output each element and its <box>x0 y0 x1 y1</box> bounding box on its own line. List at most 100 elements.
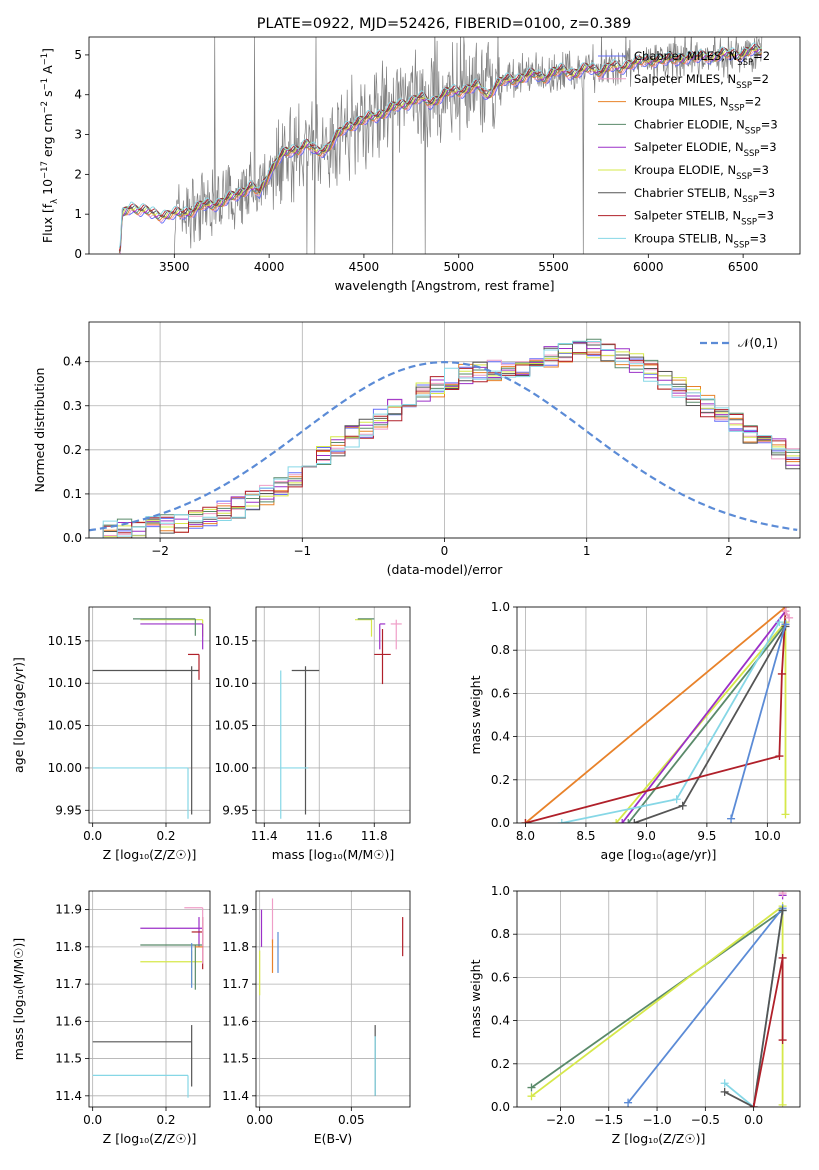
model-spectrum-2 <box>118 48 763 254</box>
y-tick-label: 11.8 <box>222 940 249 954</box>
weight-marker-7-0 <box>778 891 787 898</box>
x-tick-label: 11.6 <box>306 829 333 843</box>
label-part: Salpeter ELODIE, N <box>634 140 744 154</box>
plot-area <box>118 37 763 254</box>
x-tick-label: 6500 <box>728 260 759 274</box>
label-part: SSP <box>744 149 760 159</box>
x-tick-label: −1.5 <box>594 1113 623 1127</box>
y-tick-label: 5 <box>74 48 82 62</box>
y-tick-label: 11.7 <box>222 977 249 991</box>
label-part: erg cm <box>40 113 55 161</box>
x-axis-label: wavelength [Angstrom, rest frame] <box>334 278 554 293</box>
label-part: −1 <box>40 53 50 66</box>
label-part: mass weight <box>468 675 483 754</box>
label-part: Kroupa STELIB, N <box>634 231 734 245</box>
x-tick-label: −2 <box>151 544 169 558</box>
label-part: A <box>40 65 55 78</box>
weight-marker-8-1 <box>785 613 794 622</box>
weight-marker-5-2 <box>775 618 784 627</box>
y-tick-label: 11.7 <box>55 977 82 991</box>
y-tick-label: 0.8 <box>491 643 510 657</box>
label-part: Z [log₁₀(Z/Z☉)] <box>103 1131 197 1146</box>
label-part: age [log₁₀(age/yr)] <box>601 847 717 862</box>
y-tick-label: 9.95 <box>222 803 249 817</box>
weight-line-4 <box>633 625 787 823</box>
y-axis-label: Flux [fλ 10−17 erg cm−2 s−1 A−1] <box>40 48 60 243</box>
weight-marker-1-2 <box>778 1100 787 1107</box>
weight-marker-3-0 <box>720 1079 729 1088</box>
y-tick-label: 0 <box>74 247 82 261</box>
x-tick-label: 0.0 <box>744 1113 763 1127</box>
y-tick-label: 11.6 <box>222 1014 249 1028</box>
label-part: =2 <box>753 49 770 63</box>
y-axis-label: Normed distribution <box>32 368 47 493</box>
weight-marker-6-2 <box>777 669 786 678</box>
x-axis-label: age [log₁₀(age/yr)] <box>601 847 717 862</box>
label-part: s <box>40 90 55 101</box>
x-tick-label: 3500 <box>159 260 190 274</box>
label-part: λ <box>50 199 60 204</box>
panel-spectrum: 3500 4000 4500 5000 5500 6000 6500 0 1 2 3 4 5 wavele… <box>40 36 801 293</box>
weight-marker-5-0 <box>778 1036 787 1045</box>
y-tick-label: 11.4 <box>55 1089 82 1103</box>
y-tick-label: 3 <box>74 128 82 142</box>
y-tick-label: 0.0 <box>491 1100 510 1114</box>
plot-area <box>521 607 794 823</box>
x-tick-label: −2.0 <box>546 1113 575 1127</box>
x-tick-label: 0.05 <box>338 1113 365 1127</box>
y-tick-label: 10.15 <box>215 634 249 648</box>
label-part: 10 <box>40 179 55 199</box>
x-tick-label: 0.2 <box>156 1113 175 1127</box>
x-tick-label: 8.5 <box>576 829 595 843</box>
x-tick-label: 5000 <box>443 260 474 274</box>
label-part: =3 <box>760 140 777 154</box>
weight-marker-5-0 <box>557 819 566 823</box>
model-spectrum-1 <box>119 49 762 254</box>
x-tick-label: −0.5 <box>691 1113 720 1127</box>
label-part: =3 <box>761 117 778 131</box>
plot-area <box>280 618 402 819</box>
x-tick-label: 0.00 <box>246 1113 273 1127</box>
label-part: Kroupa MILES, N <box>634 95 729 109</box>
x-tick-label: 10.0 <box>754 829 781 843</box>
weight-marker-7-0 <box>727 814 736 823</box>
legend-entry: Chabrier STELIB, NSSP=3 <box>634 186 775 205</box>
y-tick-label: 0.2 <box>63 443 82 457</box>
label-part: SSP <box>745 126 761 136</box>
y-tick-label: 1.0 <box>491 600 510 614</box>
x-tick-label: 0 <box>441 544 449 558</box>
weight-line-5 <box>561 621 781 823</box>
label-part: SSP <box>742 195 758 205</box>
y-tick-label: 10.00 <box>215 761 249 775</box>
label-part: age [log₁₀(age/yr)] <box>11 657 26 773</box>
axes-frame <box>255 606 411 824</box>
label-part: wavelength [Angstrom, rest frame] <box>334 278 554 293</box>
y-tick-label: 11.9 <box>55 903 82 917</box>
y-axis-label: mass [log₁₀(M/M☉)] <box>11 938 26 1060</box>
chart-title: PLATE=0922, MJD=52426, FIBERID=0100, z=0… <box>257 16 631 32</box>
label-part: Normed distribution <box>32 368 47 493</box>
panel-age-vs-mass: 11.4 11.6 11.8 9.95 10.00 10.05 10.10 10.15 mass… <box>215 606 411 862</box>
label-part: SSP <box>729 104 745 114</box>
y-tick-label: 0.4 <box>63 355 82 369</box>
x-tick-label: −1 <box>293 544 311 558</box>
weight-marker-4-0 <box>630 819 639 823</box>
weight-marker-0-0 <box>527 1083 536 1092</box>
x-axis-label: Z [log₁₀(Z/Z☉)] <box>103 847 197 862</box>
legend-entry: Kroupa MILES, NSSP=2 <box>634 95 761 114</box>
weight-line-2 <box>627 907 784 1104</box>
weight-marker-1-0 <box>612 819 621 823</box>
label-part: mass [log₁₀(M/M☉)] <box>272 847 394 862</box>
y-tick-label: 10.05 <box>215 719 249 733</box>
legend-entry: Salpeter ELODIE, NSSP=3 <box>634 140 777 159</box>
weight-marker-7-1 <box>781 620 790 629</box>
y-tick-label: 0.0 <box>491 816 510 830</box>
y-axis-label: mass weight <box>468 959 483 1038</box>
y-tick-label: 11.8 <box>55 940 82 954</box>
y-tick-label: 10.00 <box>48 761 82 775</box>
y-tick-label: 0.1 <box>63 487 82 501</box>
x-tick-label: 11.4 <box>251 829 278 843</box>
legend-entry: Chabrier MILES, NSSP=2 <box>634 49 770 68</box>
x-axis-label: mass [log₁₀(M/M☉)] <box>272 847 394 862</box>
